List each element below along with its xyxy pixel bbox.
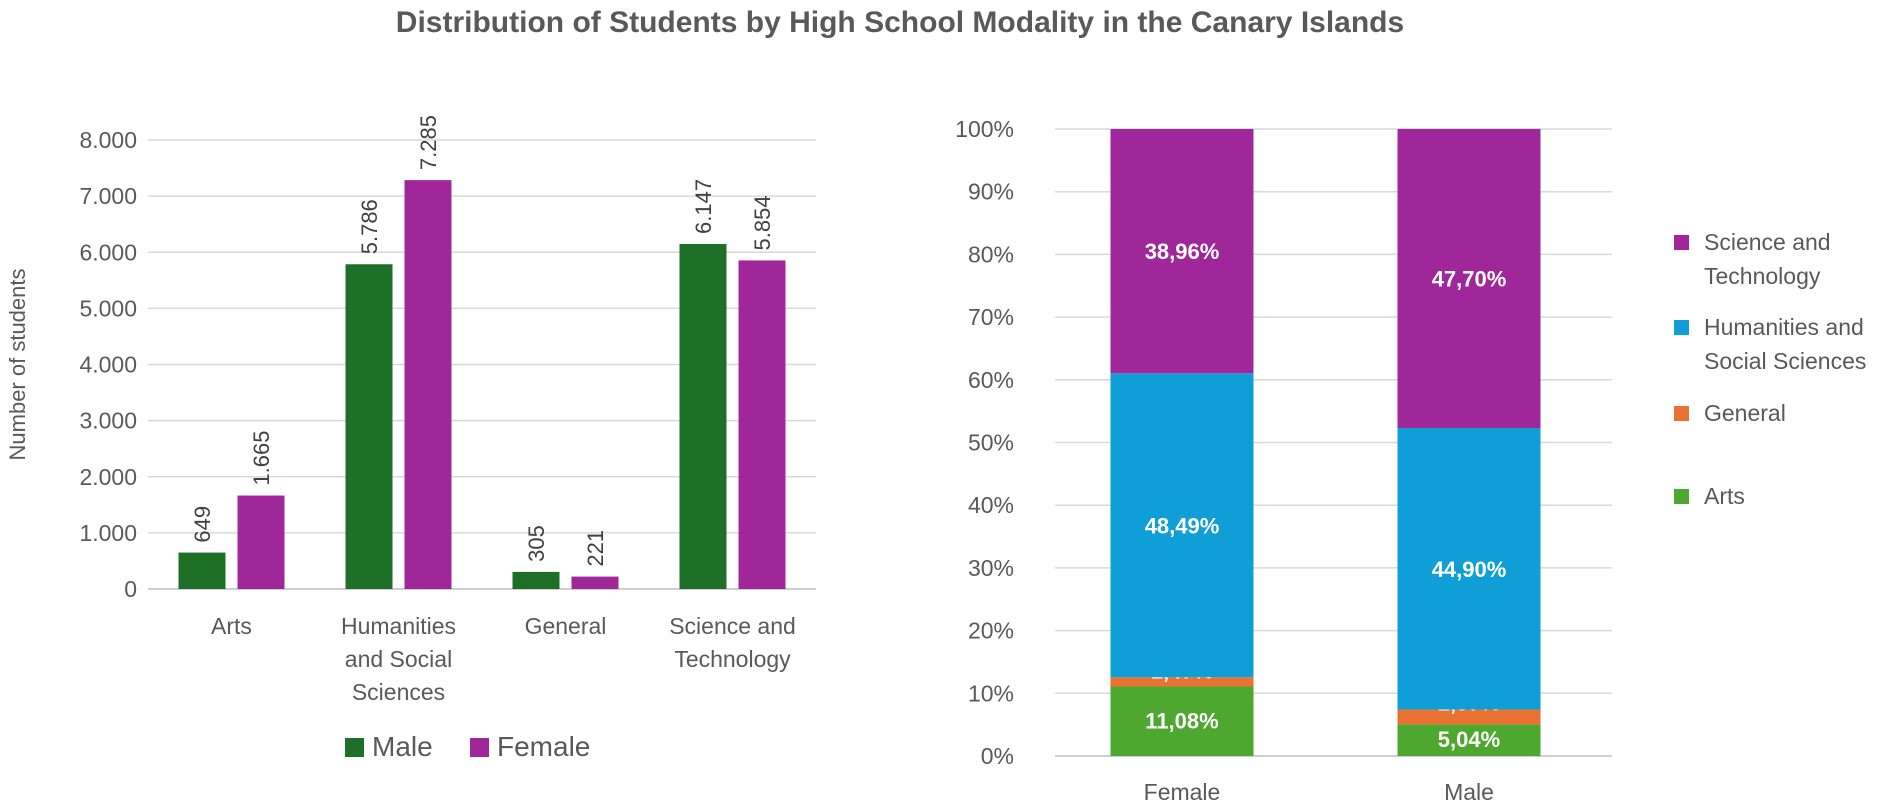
x-category-label-line: and Social [345, 646, 452, 672]
segment-label: 11,08% [1145, 708, 1218, 733]
x-category-label-line: Science and [669, 613, 796, 639]
y-tick-label: 100% [955, 116, 1014, 142]
y-tick-label: 0 [124, 576, 137, 602]
right-stacked-chart: 0%10%20%30%40%50%60%70%80%90%100%11,08%1… [955, 116, 1866, 805]
y-tick-label: 0% [981, 743, 1014, 769]
x-category-label-line: Humanities [341, 613, 456, 639]
legend-label-male: Male [372, 731, 433, 762]
x-category-label-line: General [525, 613, 607, 639]
legend-label-line: Humanities and [1704, 314, 1864, 340]
bar-female [571, 576, 619, 589]
x-category-label: Female [1144, 779, 1221, 805]
y-tick-label: 60% [968, 367, 1014, 393]
y-tick-label: 8.000 [79, 127, 137, 153]
x-category-label: Male [1444, 779, 1494, 805]
legend-swatch [1674, 406, 1689, 421]
data-label: 5.786 [357, 199, 382, 254]
segment-science-and-technology [1397, 128, 1541, 429]
segment-arts [1397, 724, 1541, 756]
segment-label: 5,04% [1438, 727, 1500, 752]
y-tick-label: 7.000 [79, 183, 137, 209]
segment-science-and-technology [1110, 129, 1254, 374]
left-bar-chart: Number of students 0 1.000 2.000 3.000 4.000 5… [5, 115, 816, 762]
y-tick-label: 20% [968, 618, 1014, 644]
bar-female [237, 495, 285, 589]
legend-label-female: Female [497, 731, 590, 762]
legend-swatch-male [345, 738, 364, 757]
y-tick-label: 4.000 [79, 352, 137, 378]
legend-label: Humanities and Social Sciences [1704, 314, 1866, 374]
segment-general [1110, 677, 1254, 687]
legend-label-line: Arts [1704, 483, 1745, 509]
y-tick-label: 6.000 [79, 239, 137, 265]
y-tick-label: 10% [968, 680, 1014, 706]
x-category-label: Humanities and Social Sciences [341, 613, 456, 705]
segment-general [1397, 709, 1541, 725]
y-tick-label: 90% [968, 179, 1014, 205]
segment-label: 44,90% [1432, 557, 1507, 582]
data-label: 305 [524, 525, 549, 562]
y-tick-label: 50% [968, 430, 1014, 456]
data-label: 649 [190, 506, 215, 543]
x-category-label-line: Sciences [352, 679, 445, 705]
y-tick-label: 5.000 [79, 295, 137, 321]
segment-label: 47,70% [1432, 266, 1507, 291]
y-tick-label: 2.000 [79, 464, 137, 490]
data-label: 1.665 [249, 430, 274, 485]
bar-male [512, 571, 560, 589]
bar-female [738, 260, 786, 589]
legend-swatch [1674, 320, 1689, 335]
y-tick-label: 1.000 [79, 520, 137, 546]
x-category-label-line: Arts [211, 613, 252, 639]
legend-label: Science and Technology [1704, 229, 1831, 289]
y-tick-label: 30% [968, 555, 1014, 581]
legend-label-line: Science and [1704, 229, 1831, 255]
data-label: 221 [583, 530, 608, 567]
x-category-label: General [525, 613, 607, 639]
legend-label-line: Technology [1704, 263, 1821, 289]
y-tick-label: 70% [968, 304, 1014, 330]
segment-label: 38,96% [1145, 239, 1220, 264]
segment-label: 48,49% [1145, 513, 1220, 538]
legend-label: General [1704, 400, 1786, 426]
data-label: 5.854 [750, 195, 775, 250]
y-tick-label: 40% [968, 492, 1014, 518]
segment-arts [1110, 686, 1254, 756]
x-category-label: Arts [211, 613, 252, 639]
bar-female [404, 180, 452, 589]
x-category-label: Science and Technology [669, 613, 796, 672]
bar-male [178, 552, 226, 589]
bar-male [345, 264, 393, 589]
y-tick-label: 3.000 [79, 408, 137, 434]
segment-humanities-and-social-sciences [1397, 428, 1541, 710]
legend-label-line: Social Sciences [1704, 348, 1866, 374]
segment-humanities-and-social-sciences [1110, 373, 1254, 678]
legend-label-line: General [1704, 400, 1786, 426]
y-tick-label: 80% [968, 241, 1014, 267]
x-category-label-line: Technology [674, 646, 791, 672]
legend-swatch [1674, 489, 1689, 504]
legend-swatch-female [470, 738, 489, 757]
legend-label: Arts [1704, 483, 1745, 509]
y-axis-title: Number of students [5, 269, 30, 461]
legend-swatch [1674, 235, 1689, 250]
data-label: 7.285 [416, 115, 441, 170]
data-label: 6.147 [691, 179, 716, 234]
bar-male [679, 243, 727, 589]
chart-title: Distribution of Students by High School … [396, 6, 1404, 39]
